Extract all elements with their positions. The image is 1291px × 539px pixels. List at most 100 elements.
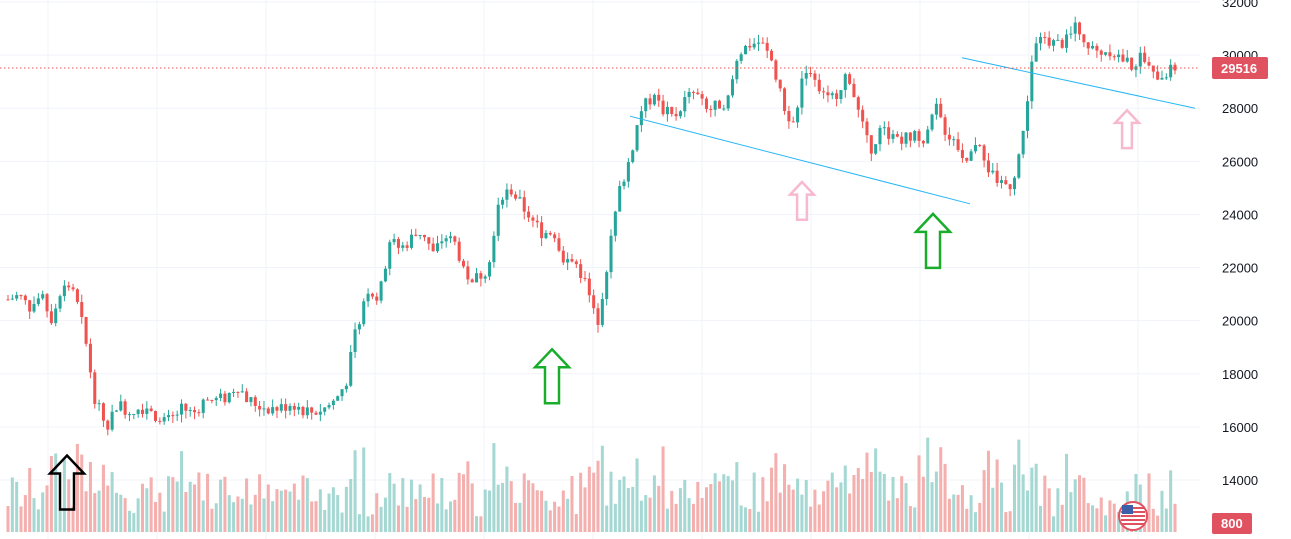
volume-bar xyxy=(15,481,19,532)
volume-bar xyxy=(1025,490,1030,532)
candle-body xyxy=(917,131,921,141)
candle-body xyxy=(787,111,791,122)
candle-body xyxy=(62,285,66,297)
candle-body xyxy=(1069,33,1073,35)
candle-body xyxy=(223,393,227,403)
candle-body xyxy=(1078,22,1082,35)
volume-bar xyxy=(145,488,149,532)
volume-bar xyxy=(639,500,643,532)
candle-body xyxy=(193,410,197,413)
candle-body xyxy=(101,403,105,421)
candles xyxy=(6,16,1177,436)
volume-bar xyxy=(882,473,886,532)
volume-bar xyxy=(631,486,635,532)
candle-body xyxy=(1082,34,1086,43)
candle-body xyxy=(900,136,904,144)
volume-bar xyxy=(648,497,652,532)
volume-bar xyxy=(201,500,205,532)
candle-body xyxy=(674,113,678,117)
candle-body xyxy=(123,401,127,415)
volume-bar xyxy=(1073,479,1077,532)
volume-bar xyxy=(275,489,279,532)
volume-bar xyxy=(366,516,370,532)
candle-body xyxy=(852,83,856,98)
volume-bar xyxy=(791,489,795,532)
volume-bar xyxy=(45,485,49,532)
volume-bar xyxy=(926,437,930,532)
candle-body xyxy=(45,294,49,312)
volume-bar xyxy=(1082,477,1086,532)
candle-body xyxy=(171,415,175,417)
volume-bar xyxy=(822,491,826,532)
candle-body xyxy=(982,145,986,161)
candle-body xyxy=(84,316,88,344)
candle-body xyxy=(240,391,244,393)
candle-body xyxy=(444,238,448,242)
candle-body xyxy=(999,180,1003,183)
candle-body xyxy=(1030,61,1034,102)
volume-bar xyxy=(796,478,800,532)
candle-body xyxy=(1025,101,1030,131)
volume-bar xyxy=(960,485,964,532)
volume-bar xyxy=(132,513,136,532)
volume-bar xyxy=(301,475,305,532)
candle-body xyxy=(41,294,45,299)
candle-body xyxy=(1164,77,1168,79)
volume-bar xyxy=(236,496,240,532)
volume-bar xyxy=(1047,488,1051,532)
volume-bar xyxy=(522,473,526,532)
candle-body xyxy=(1095,45,1099,51)
candle-body xyxy=(1099,50,1103,55)
candle-body xyxy=(869,135,873,154)
volume-bar xyxy=(153,501,158,532)
volume-bar xyxy=(678,488,682,532)
volume-bar xyxy=(488,490,492,532)
candle-body xyxy=(908,132,912,141)
candle-body xyxy=(635,125,639,151)
candle-body xyxy=(865,121,869,136)
candle-body xyxy=(800,78,804,108)
candle-body xyxy=(1125,57,1129,62)
volume-bar xyxy=(409,479,413,532)
candle-body xyxy=(965,157,969,161)
candle-body xyxy=(97,403,101,405)
volume-bar xyxy=(375,493,379,532)
candle-body xyxy=(457,241,461,261)
up-arrow-icon xyxy=(47,453,87,511)
volume-bar xyxy=(717,481,721,532)
candle-body xyxy=(110,411,114,430)
volume-bar xyxy=(1108,500,1112,532)
volume-bar xyxy=(440,477,444,532)
volume-bar xyxy=(401,478,405,532)
volume-bar xyxy=(1147,473,1151,532)
candle-body xyxy=(279,404,283,411)
candle-body xyxy=(774,60,778,80)
volume-bar xyxy=(1069,492,1073,532)
volume-bar xyxy=(149,477,153,532)
candle-body xyxy=(848,74,852,84)
volume-bar xyxy=(318,489,322,532)
candle-body xyxy=(691,91,695,93)
candle-body xyxy=(926,129,930,144)
volume-bar xyxy=(835,487,839,532)
candle-body xyxy=(1021,130,1025,155)
candle-body xyxy=(10,298,14,300)
candle-body xyxy=(1012,177,1017,190)
candle-body xyxy=(648,98,652,105)
volume-bar xyxy=(1086,503,1090,532)
candle-body xyxy=(49,311,53,324)
volume-bar xyxy=(921,476,925,532)
volume-bar xyxy=(279,490,283,532)
candle-body xyxy=(305,407,309,416)
candle-body xyxy=(1091,45,1095,49)
volume-bar xyxy=(93,493,97,532)
volume-bar xyxy=(227,495,231,532)
volume-bar xyxy=(457,472,461,532)
candle-body xyxy=(388,242,392,269)
volume-bar xyxy=(609,471,613,532)
candle-body xyxy=(709,109,713,111)
candle-body xyxy=(878,127,882,145)
volume-bar xyxy=(336,495,340,532)
